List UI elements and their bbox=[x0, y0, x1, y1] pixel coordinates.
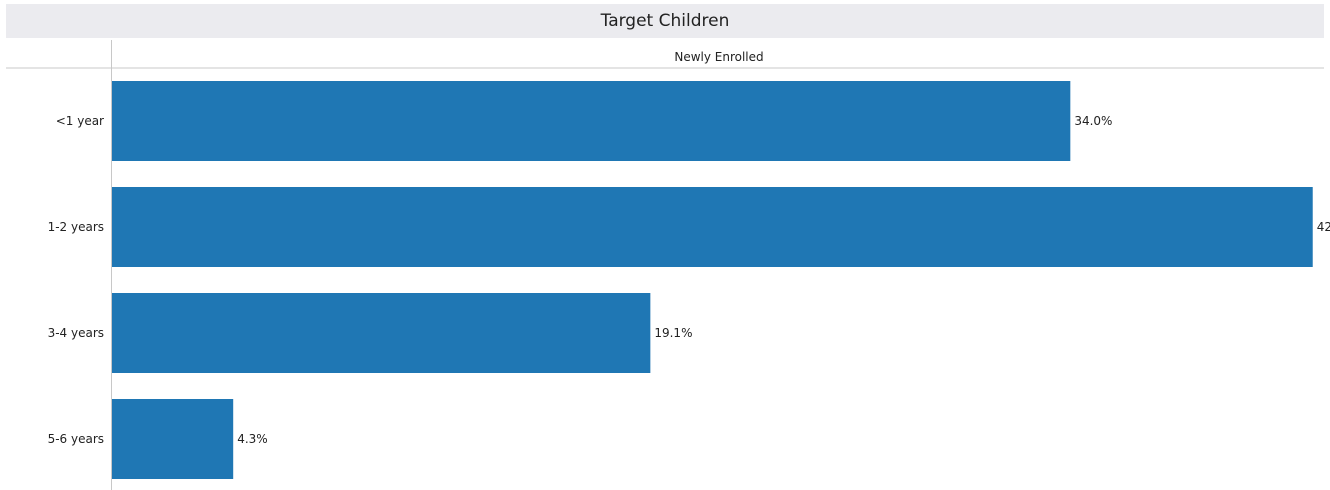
category-label: 3-4 years bbox=[48, 326, 104, 340]
value-label: 34.0% bbox=[1074, 114, 1112, 128]
value-label: 19.1% bbox=[654, 326, 692, 340]
chart-title: Target Children bbox=[6, 4, 1324, 38]
category-label: 5-6 years bbox=[48, 432, 104, 446]
bar-4 bbox=[112, 399, 234, 479]
category-label: 1-2 years bbox=[48, 220, 104, 234]
bar-3 bbox=[112, 293, 651, 373]
column-header: Newly Enrolled bbox=[674, 50, 763, 64]
bars-layer: <1 year 34.0% 1-2 years 42.6% 3-4 years 19.1%… bbox=[48, 81, 1330, 479]
value-label: 42.6% bbox=[1317, 220, 1330, 234]
bar-1 bbox=[112, 81, 1071, 161]
bar-2 bbox=[112, 187, 1313, 267]
value-label: 4.3% bbox=[237, 432, 268, 446]
category-label: <1 year bbox=[56, 114, 104, 128]
